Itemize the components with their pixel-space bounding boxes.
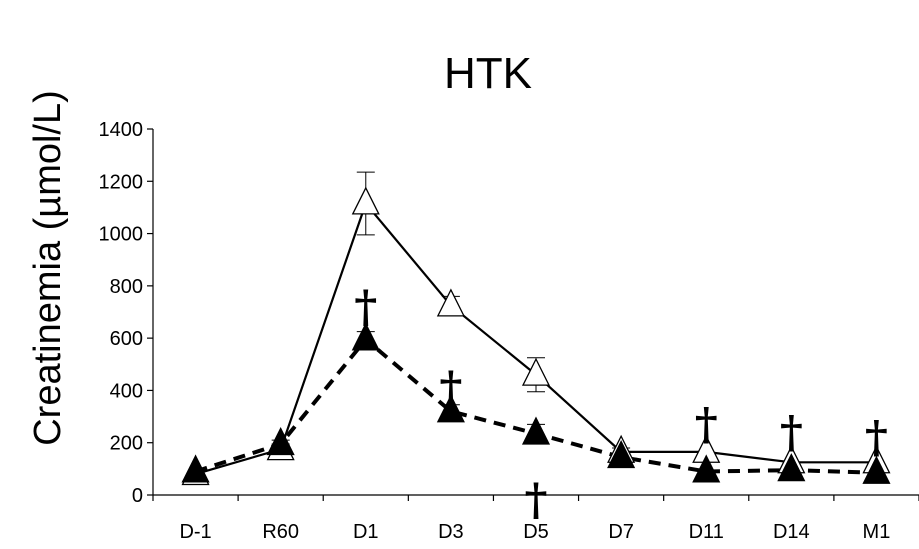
data-point-series-2: [692, 454, 721, 483]
series-layer: [181, 171, 891, 486]
data-point-series-2: [607, 440, 636, 469]
y-tick-label: 400: [110, 380, 143, 402]
data-point-series-2: [862, 455, 891, 484]
x-tick-label: D5: [523, 521, 549, 543]
dagger-annotation: †: [524, 475, 547, 526]
x-tick-label: D14: [773, 521, 810, 543]
y-tick-label: 1000: [99, 224, 144, 246]
y-tick-label: 200: [110, 433, 143, 455]
data-point-series-1: [436, 288, 465, 317]
data-point-series-2: [351, 322, 380, 351]
dagger-annotation: †: [780, 407, 803, 458]
y-axis-label: Creatinemia (µmol/L): [27, 90, 69, 446]
x-tick-label: R60: [262, 521, 299, 543]
x-tick-label: D-1: [179, 521, 211, 543]
x-tick-label: D1: [353, 521, 379, 543]
y-tick-label: 600: [110, 328, 143, 350]
dagger-annotation: †: [865, 412, 888, 463]
data-point-series-2: [266, 426, 295, 456]
x-tick-label: D3: [438, 521, 464, 543]
dagger-annotation: †: [439, 363, 462, 414]
y-tick-label: 800: [110, 276, 143, 298]
chart-title: HTK: [444, 49, 532, 98]
data-point-series-2: [436, 394, 465, 423]
x-tick-label: M1: [863, 521, 891, 543]
y-tick-label: 0: [132, 485, 143, 507]
axes: 0 200 400 600 800 1000 1200 1400 D-1 R60 D1 D3 D5 D7 D…: [99, 119, 919, 543]
x-tick-label: D7: [608, 521, 634, 543]
data-point-series-2: [181, 454, 210, 483]
dagger-annotation: †: [695, 399, 718, 450]
data-point-series-1: [521, 357, 551, 386]
dagger-annotation: †: [354, 282, 377, 333]
annotation-layer: † † † † † †: [354, 282, 888, 526]
data-point-series-2: [777, 453, 806, 482]
data-point-series-1: [351, 186, 380, 215]
data-point-series-2: [521, 416, 551, 445]
y-tick-label: 1400: [99, 119, 144, 141]
y-tick-label: 1200: [99, 171, 144, 193]
x-tick-label: D11: [689, 521, 724, 543]
